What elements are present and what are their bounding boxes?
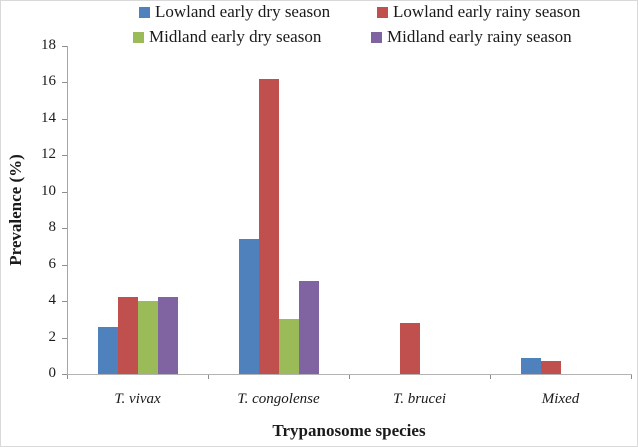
x-category-label: Mixed (541, 391, 580, 407)
legend-item: Midland early rainy season (371, 27, 572, 46)
y-tick-label: 2 (48, 329, 57, 345)
y-axis-tick (62, 265, 67, 266)
bar-midland-early-rainy-season (299, 281, 319, 374)
legend-item: Midland early dry season (133, 27, 322, 46)
x-category-label: T. vivax (114, 391, 161, 407)
legend-swatch-icon (377, 6, 388, 18)
bar-lowland-early-rainy-season (118, 297, 138, 374)
y-axis-tick (62, 192, 67, 193)
x-axis-title: Trypanosome species (272, 421, 426, 440)
y-axis-tick (62, 46, 67, 47)
y-axis-tick (62, 374, 67, 375)
legend-swatch-icon (139, 6, 150, 18)
y-axis-tick (62, 338, 67, 339)
y-axis-line (67, 46, 68, 374)
legend-label: Lowland early dry season (155, 2, 331, 21)
y-axis-title: Prevalence (%) (6, 154, 25, 266)
x-axis-tick (490, 375, 491, 379)
y-axis-tick (62, 228, 67, 229)
y-tick-label: 16 (41, 73, 56, 89)
legend-label: Lowland early rainy season (393, 2, 581, 21)
y-axis-tick (62, 301, 67, 302)
bar-lowland-early-rainy-season (259, 79, 279, 374)
legend-swatch-icon (133, 31, 144, 43)
bar-lowland-early-dry-season (239, 239, 259, 374)
x-axis-tick (208, 375, 209, 379)
x-category-label: T. congolense (237, 391, 320, 407)
legend-label: Midland early dry season (149, 27, 322, 46)
y-tick-label: 4 (48, 292, 57, 308)
y-tick-label: 0 (48, 365, 57, 381)
bar-lowland-early-rainy-season (400, 323, 420, 374)
bar-midland-early-dry-season (138, 301, 158, 374)
legend-label: Midland early rainy season (387, 27, 572, 46)
y-tick-label: 18 (41, 37, 56, 53)
y-tick-label: 12 (41, 146, 56, 162)
y-axis-tick (62, 155, 67, 156)
bar-midland-early-rainy-season (158, 297, 178, 374)
legend-swatch-icon (371, 31, 382, 43)
y-axis-tick (62, 119, 67, 120)
x-axis-tick (349, 375, 350, 379)
x-category-label: T. brucei (392, 391, 447, 407)
y-tick-label: 8 (48, 219, 57, 235)
x-axis-tick (631, 375, 632, 379)
x-axis-line (67, 374, 632, 375)
y-tick-label: 6 (48, 256, 57, 272)
y-tick-label: 10 (41, 183, 56, 199)
bar-lowland-early-dry-season (98, 327, 118, 374)
bar-lowland-early-rainy-season (541, 361, 561, 374)
bar-lowland-early-dry-season (521, 358, 541, 374)
x-axis-tick (67, 375, 68, 379)
y-tick-label: 14 (41, 110, 56, 126)
legend-item: Lowland early dry season (139, 2, 331, 21)
legend-item: Lowland early rainy season (377, 2, 581, 21)
y-axis-tick (62, 82, 67, 83)
bar-midland-early-dry-season (279, 319, 299, 374)
